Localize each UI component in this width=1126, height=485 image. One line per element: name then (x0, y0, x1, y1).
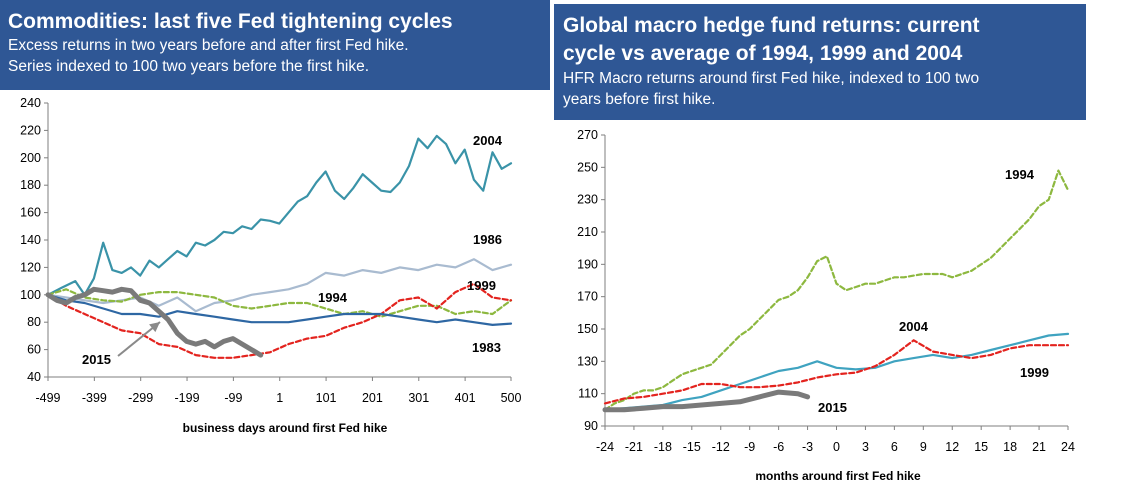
left-arrow-2015-head (149, 322, 160, 333)
right-series-line-2015 (602, 389, 811, 413)
left-chart-subtitle-line1: Excess returns in two years before and a… (8, 37, 409, 54)
right-x-tick-label: 3 (862, 440, 869, 454)
left-y-tick-label: 140 (20, 233, 41, 247)
left-x-tick-label: -399 (82, 391, 107, 405)
right-x-tick-label: 9 (920, 440, 927, 454)
right-chart-title-line2: cycle vs average of 1994, 1999 and 2004 (563, 42, 963, 65)
left-series-line-1999 (46, 282, 513, 359)
right-x-axis-title: months around first Fed hike (755, 469, 921, 483)
right-y-tick-label: 150 (577, 322, 598, 336)
left-x-tick-label: -499 (35, 391, 60, 405)
right-chart-title-line1: Global macro hedge fund returns: current (563, 14, 980, 37)
left-commodities-chart: 40 60 80 100 120 140 160 180 200 220 240 -499 -399 -2… (20, 96, 521, 435)
right-x-tick-label: -3 (802, 440, 813, 454)
left-y-tick-label: 60 (27, 343, 41, 357)
right-y-tick-label: 190 (577, 257, 598, 271)
right-x-tick-label: -6 (773, 440, 784, 454)
right-series-line-1994 (603, 169, 1070, 411)
left-series-line-1983 (46, 293, 513, 326)
right-x-tick-label: 6 (891, 440, 898, 454)
right-x-tick-label: -15 (683, 440, 701, 454)
right-y-tick-label: 230 (577, 193, 598, 207)
right-chart-subtitle-line1: HFR Macro returns around first Fed hike,… (563, 70, 980, 87)
left-series-label-2015: 2015 (82, 352, 111, 367)
right-x-tick-label: 24 (1061, 440, 1075, 454)
left-y-tick-label: 220 (20, 123, 41, 137)
right-y-tick-label: 270 (577, 128, 598, 142)
left-x-tick-label: 101 (316, 391, 337, 405)
left-x-axis-title: business days around first Fed hike (183, 421, 388, 435)
right-chart-title-box: Global macro hedge fund returns: current… (554, 4, 1086, 120)
left-series-label-1983: 1983 (472, 340, 501, 355)
left-x-tick-label: -299 (128, 391, 153, 405)
right-y-tick-label: 110 (578, 387, 598, 401)
left-y-tick-label: 180 (20, 178, 41, 192)
left-y-tick-label: 120 (20, 260, 41, 274)
left-series-label-1986: 1986 (473, 232, 502, 247)
right-x-tick-label: 15 (974, 440, 988, 454)
right-series-line-2004 (603, 332, 1070, 411)
left-x-tick-label: 301 (408, 391, 429, 405)
right-series-label-2004: 2004 (899, 319, 929, 334)
left-x-tick-label: 401 (455, 391, 476, 405)
left-x-tick-label: 201 (362, 391, 383, 405)
right-series-label-2015: 2015 (818, 400, 847, 415)
right-x-tick-label: -18 (654, 440, 672, 454)
right-series-label-1999: 1999 (1020, 365, 1049, 380)
right-x-tick-label: 21 (1032, 440, 1046, 454)
left-y-tick-label: 40 (27, 370, 41, 384)
right-x-tick-label: 12 (945, 440, 959, 454)
right-x-tick-label: -12 (712, 440, 730, 454)
right-y-tick-label: 250 (577, 160, 598, 174)
left-x-tick-label: 500 (501, 391, 522, 405)
right-y-tick-label: 210 (577, 225, 598, 239)
left-series-line-2004 (46, 134, 513, 296)
right-x-tick-label: -9 (744, 440, 755, 454)
right-series-label-1994: 1994 (1005, 167, 1035, 182)
left-series-line-2015 (45, 286, 264, 358)
left-chart-subtitle-line2: Series indexed to 100 two years before t… (8, 58, 370, 75)
left-chart-title-box: Commodities: last five Fed tightening cy… (0, 0, 550, 90)
right-y-tick-label: 170 (577, 290, 598, 304)
right-x-tick-label: 18 (1003, 440, 1017, 454)
left-y-tick-label: 240 (20, 96, 41, 110)
left-y-tick-label: 160 (20, 206, 41, 220)
right-y-tick-label: 130 (577, 354, 598, 368)
right-x-tick-label: -24 (596, 440, 614, 454)
right-y-tick-label: 90 (584, 419, 598, 433)
left-y-tick-label: 80 (27, 315, 41, 329)
left-x-tick-label: -199 (175, 391, 200, 405)
right-x-tick-label: -21 (625, 440, 643, 454)
left-x-tick-label: 1 (276, 391, 283, 405)
left-y-tick-label: 100 (20, 288, 41, 302)
right-chart-subtitle-line2: years before first hike. (563, 91, 716, 108)
left-chart-title: Commodities: last five Fed tightening cy… (8, 10, 453, 33)
right-series-line-1999 (603, 339, 1070, 405)
left-y-tick-label: 200 (20, 151, 41, 165)
left-series-label-1994: 1994 (318, 290, 348, 305)
right-x-tick-label: 0 (833, 440, 840, 454)
left-series-label-1999: 1999 (467, 278, 496, 293)
left-series-label-2004: 2004 (473, 133, 503, 148)
left-x-tick-label: -99 (224, 391, 242, 405)
